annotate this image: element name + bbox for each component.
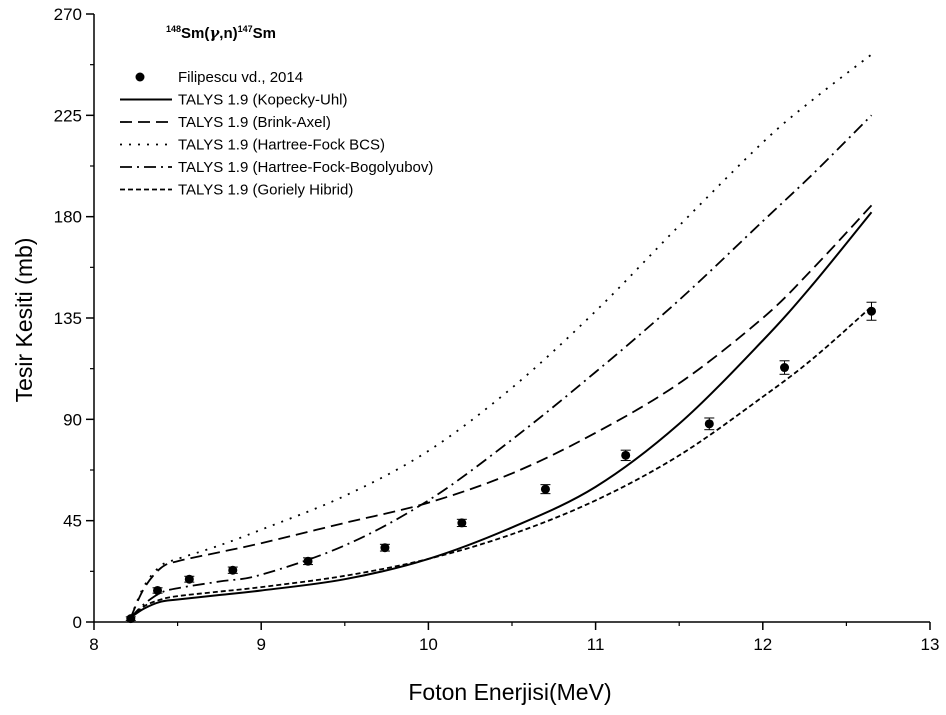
- y-tick-label-2: 90: [63, 410, 82, 429]
- legend-label-5: TALYS 1.9 (Goriely Hibrid): [178, 182, 353, 199]
- data-point-7: [540, 484, 550, 494]
- y-tick-label-6: 270: [54, 5, 82, 24]
- x-tick-label-4: 12: [753, 635, 772, 654]
- y-tick-label-4: 180: [54, 208, 82, 227]
- data-point-8: [621, 450, 631, 460]
- series-line-5: [130, 306, 873, 619]
- series-line-3: [129, 53, 873, 618]
- x-axis-title: Foton Enerjisi(MeV): [408, 679, 611, 705]
- data-point-0: [126, 614, 136, 624]
- title-part-c: Sm: [253, 25, 276, 42]
- title-mass-number-product: 147: [238, 24, 253, 34]
- legend-label-3: TALYS 1.9 (Hartree-Fock BCS): [178, 137, 385, 154]
- y-axis-title: Tesir Kesiti (mb): [11, 238, 37, 403]
- title-mass-number-target: 148: [166, 24, 181, 34]
- title-gamma: γ: [209, 24, 220, 42]
- y-tick-label-0: 0: [73, 613, 82, 632]
- ticks: 8 9 10 11 12 13 0 45 90 135 180 225 270: [54, 5, 940, 654]
- data-point-9: [704, 419, 714, 429]
- legend: Filipescu vd., 2014 TALYS 1.9 (Kopecky-Uh…: [120, 69, 433, 199]
- plot-points: [125, 301, 877, 624]
- title-part-b: ,n): [219, 25, 237, 42]
- data-point-5: [380, 543, 390, 553]
- y-tick-label-5: 225: [54, 106, 82, 125]
- data-point-10: [780, 363, 790, 373]
- x-tick-label-5: 13: [921, 635, 940, 654]
- x-tick-label-1: 9: [256, 635, 265, 654]
- y-tick-label-1: 45: [63, 512, 82, 531]
- data-point-1: [153, 585, 163, 595]
- series-line-4: [130, 114, 873, 619]
- data-point-2: [184, 574, 194, 584]
- series-line-2: [129, 204, 873, 618]
- y-tick-label-3: 135: [54, 309, 82, 328]
- legend-label-4: TALYS 1.9 (Hartree-Fock-Bogolyubov): [178, 159, 433, 176]
- chart-title: 148Sm(γ,n)147Sm: [166, 24, 276, 42]
- plot-lines: [129, 53, 873, 619]
- data-point-4: [303, 556, 313, 566]
- legend-marker-0: [135, 72, 145, 82]
- legend-label-2: TALYS 1.9 (Brink-Axel): [178, 114, 331, 131]
- data-point-3: [228, 565, 238, 575]
- legend-label-0: Filipescu vd., 2014: [178, 69, 303, 86]
- legend-label-1: TALYS 1.9 (Kopecky-Uhl): [178, 92, 348, 109]
- x-tick-label-3: 11: [587, 635, 605, 654]
- title-part-a: Sm(: [181, 25, 209, 42]
- x-tick-label-0: 8: [89, 635, 98, 654]
- data-point-11: [866, 306, 876, 316]
- x-tick-label-2: 10: [419, 635, 438, 654]
- data-point-6: [457, 518, 467, 528]
